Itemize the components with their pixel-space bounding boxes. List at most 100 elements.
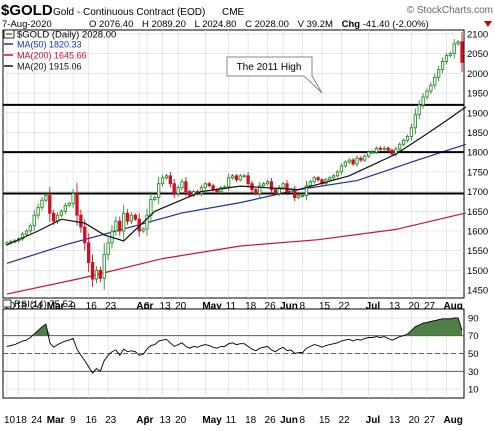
candle-body xyxy=(335,171,340,177)
candle-body xyxy=(456,41,460,45)
close-label: C xyxy=(245,19,252,30)
x-tick-label-top: 18 xyxy=(245,301,257,312)
candle-body xyxy=(122,212,126,232)
candle-body xyxy=(52,212,56,222)
x-tick-label-top: 15 xyxy=(319,301,331,312)
candle-body xyxy=(440,61,445,70)
x-tick-label-top: Jul xyxy=(366,301,381,312)
candle-body xyxy=(343,161,347,167)
candle-body xyxy=(437,68,441,78)
x-tick-label-top: 9 xyxy=(70,301,76,312)
ma200-line xyxy=(6,212,467,295)
candle-body xyxy=(141,228,145,232)
candle-body xyxy=(308,181,312,187)
candle-body xyxy=(172,183,176,195)
x-tick-label-top: Jun xyxy=(280,301,298,312)
candle-body xyxy=(180,181,184,189)
candle-body xyxy=(359,157,363,161)
candle-body xyxy=(452,43,456,55)
x-tick-label-top: Mar xyxy=(47,301,65,312)
candle-body xyxy=(370,151,375,154)
x-tick-label-top: 13 xyxy=(389,301,401,312)
candle-body xyxy=(40,199,44,208)
candle-body xyxy=(374,147,379,153)
x-tick-label-bottom: 18 xyxy=(16,415,28,426)
candle-body xyxy=(20,233,25,240)
candle-body xyxy=(133,214,137,220)
x-tick-label-bottom: 20 xyxy=(175,415,187,426)
candle-body xyxy=(386,147,390,151)
candle-body xyxy=(59,210,64,216)
candle-body xyxy=(234,175,239,181)
candle-body xyxy=(409,127,414,137)
candle-body xyxy=(265,181,270,185)
candle-body xyxy=(347,159,351,163)
x-tick-label-top: 18 xyxy=(16,301,28,312)
x-tick-label-bottom: 10 xyxy=(4,415,16,426)
candle-body xyxy=(367,151,371,157)
candle-body xyxy=(67,202,71,206)
x-tick-label-top: Apr xyxy=(136,301,153,312)
candle-body xyxy=(176,187,180,195)
rsi-line xyxy=(6,317,463,374)
candle-body xyxy=(48,195,52,214)
candle-body xyxy=(125,212,130,222)
candle-body xyxy=(258,185,262,195)
candle-body xyxy=(192,191,196,196)
candle-body xyxy=(421,96,425,106)
volume-value: 39.2M xyxy=(307,19,333,30)
x-tick-label-bottom: Aug xyxy=(443,415,462,426)
candle-body xyxy=(382,147,386,150)
rsi-tick-label: 90 xyxy=(468,313,479,324)
candle-body xyxy=(79,214,83,228)
x-tick-label-bottom: 20 xyxy=(408,415,420,426)
x-tick-label-top: 20 xyxy=(175,301,187,312)
candle-body xyxy=(203,183,207,189)
x-tick-label-top: 16 xyxy=(86,301,98,312)
ohlc-line: O 2076.40 H 2089.20 L 2024.80 C 2028.00 … xyxy=(89,19,429,30)
price-tick-label: 1750 xyxy=(467,167,488,178)
price-tick-label: 1900 xyxy=(467,108,488,119)
legend-ma50: MA(50) 1820.33 xyxy=(17,40,82,50)
x-tick-label-top: Aug xyxy=(443,301,462,312)
x-tick-label-top: 24 xyxy=(31,301,43,312)
annotation-text: The 2011 High xyxy=(237,62,302,73)
candle-body xyxy=(444,55,449,62)
change-label: Chg xyxy=(342,19,361,30)
candle-body xyxy=(246,175,250,185)
candle-body xyxy=(24,230,29,235)
candle-body xyxy=(363,155,367,161)
rsi-overbought-fill xyxy=(407,317,462,336)
candle-body xyxy=(316,177,320,181)
symbol-title: $GOLD xyxy=(1,2,53,19)
candle-body xyxy=(184,181,188,193)
x-tick-label-bottom: 6 xyxy=(144,415,150,426)
candle-body xyxy=(429,84,433,92)
price-tick-label: 1800 xyxy=(467,148,488,159)
x-tick-label-bottom: 11 xyxy=(226,415,237,426)
candle-body xyxy=(75,193,79,216)
candle-body xyxy=(312,177,316,183)
rsi-legend-swatch xyxy=(2,299,12,308)
x-tick-label-top: 6 xyxy=(144,301,150,312)
ma20-line xyxy=(6,106,467,246)
legend-price: $GOLD (Daily) 2028.00 xyxy=(17,30,116,41)
open-label: O xyxy=(89,19,96,30)
candle-body xyxy=(293,189,297,198)
down-arrow-icon xyxy=(484,21,492,27)
candle-body xyxy=(145,214,149,230)
x-tick-label-top: May xyxy=(202,301,222,312)
open-value: 2076.40 xyxy=(99,19,133,30)
candle-body xyxy=(129,214,134,222)
volume-label: V xyxy=(298,19,305,30)
price-tick-label: 1600 xyxy=(467,227,488,238)
candle-body xyxy=(87,242,91,263)
candle-body xyxy=(281,183,285,189)
x-tick-label-bottom: 27 xyxy=(424,415,436,426)
candle-body xyxy=(285,183,289,193)
candle-body xyxy=(304,185,309,196)
close-value: 2028.00 xyxy=(255,19,289,30)
candle-body xyxy=(106,242,110,256)
candle-body xyxy=(44,195,48,201)
exchange-label: CME xyxy=(222,7,245,18)
